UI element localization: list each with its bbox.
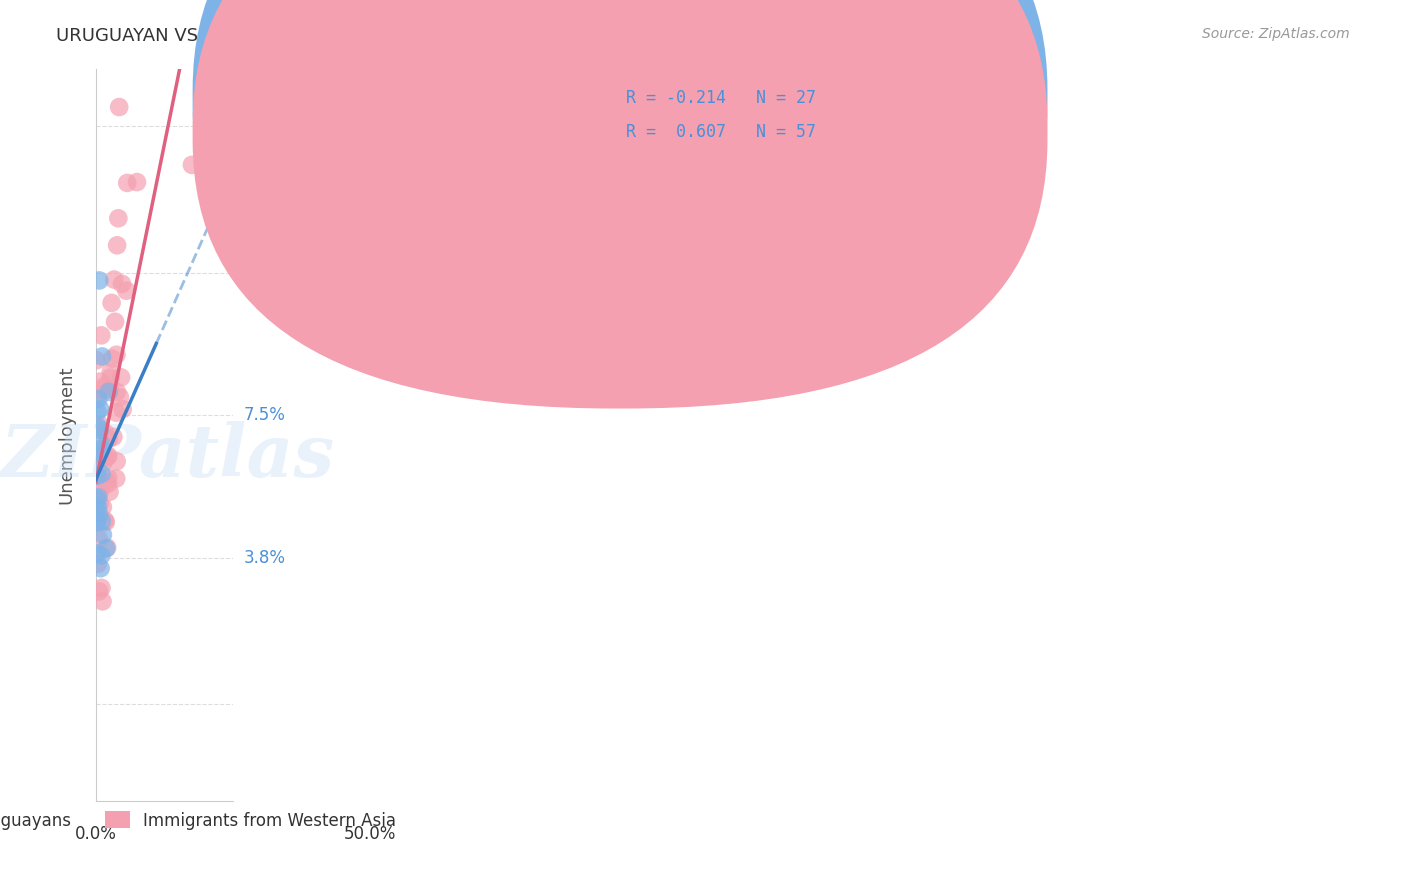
Text: R = -0.214   N = 27: R = -0.214 N = 27: [626, 89, 815, 107]
Point: [96, 541, 118, 555]
Point: [90, 581, 112, 595]
Point: [86, 557, 108, 571]
Point: [86, 516, 108, 530]
Point: [90, 436, 112, 450]
Point: [90, 467, 112, 481]
Point: [110, 370, 132, 384]
Point: [96, 541, 118, 556]
Point: [87, 500, 110, 514]
Point: [84, 501, 107, 516]
Text: 11.2%: 11.2%: [245, 264, 297, 282]
Point: [89, 442, 111, 457]
Point: [90, 561, 112, 575]
Point: [180, 158, 202, 172]
Point: [107, 211, 129, 226]
Text: 15.0%: 15.0%: [245, 118, 297, 136]
Point: [86, 468, 108, 483]
Point: [90, 515, 112, 529]
Legend: Uruguayans, Immigrants from Western Asia: Uruguayans, Immigrants from Western Asia: [0, 805, 402, 836]
Point: [91, 350, 114, 364]
Point: [104, 315, 127, 329]
Point: [105, 348, 128, 362]
Point: [89, 423, 111, 437]
Point: [86, 512, 108, 526]
Point: [105, 238, 128, 252]
Point: [87, 532, 110, 546]
Point: [105, 471, 128, 485]
Point: [103, 272, 125, 286]
Point: [125, 175, 148, 189]
Point: [90, 328, 112, 343]
Point: [101, 351, 124, 366]
Point: [89, 450, 111, 465]
Text: 3.8%: 3.8%: [245, 549, 285, 567]
Point: [98, 382, 121, 396]
Point: [86, 392, 108, 406]
Point: [91, 456, 114, 470]
Text: Source: ZipAtlas.com: Source: ZipAtlas.com: [1202, 27, 1350, 41]
Point: [89, 418, 111, 433]
Point: [103, 430, 125, 444]
Point: [105, 384, 128, 399]
Text: URUGUAYAN VS IMMIGRANTS FROM WESTERN ASIA UNEMPLOYMENT CORRELATION CHART: URUGUAYAN VS IMMIGRANTS FROM WESTERN ASI…: [56, 27, 875, 45]
Point: [94, 475, 117, 490]
Text: 0.0%: 0.0%: [75, 825, 117, 843]
Point: [100, 370, 122, 384]
Point: [100, 365, 122, 379]
Point: [111, 402, 134, 417]
Point: [97, 384, 120, 399]
Point: [87, 450, 110, 465]
Point: [90, 549, 112, 563]
Point: [87, 584, 110, 599]
Point: [91, 594, 114, 608]
Point: [87, 490, 110, 504]
Point: [108, 100, 131, 114]
Text: R =  0.607   N = 57: R = 0.607 N = 57: [626, 123, 815, 141]
Point: [111, 277, 134, 291]
Point: [105, 454, 128, 468]
Point: [97, 432, 120, 446]
Point: [97, 470, 120, 484]
Point: [86, 353, 108, 368]
Point: [94, 514, 117, 528]
Point: [89, 483, 111, 498]
Point: [86, 546, 108, 560]
Text: ZIPatlas: ZIPatlas: [0, 421, 335, 492]
Point: [105, 406, 128, 420]
Point: [90, 383, 112, 397]
Point: [87, 446, 110, 460]
Point: [108, 390, 131, 404]
Point: [89, 273, 111, 287]
Point: [89, 375, 111, 389]
Point: [98, 484, 121, 499]
Text: 7.5%: 7.5%: [245, 407, 285, 425]
Point: [89, 508, 111, 522]
Point: [94, 450, 117, 465]
Point: [86, 497, 108, 511]
Point: [90, 442, 112, 456]
Point: [89, 402, 111, 417]
Point: [94, 515, 117, 529]
Point: [91, 527, 114, 541]
Point: [89, 496, 111, 510]
Point: [86, 405, 108, 419]
Point: [115, 176, 138, 190]
Point: [87, 484, 110, 499]
Point: [97, 476, 120, 491]
Point: [115, 284, 138, 298]
Point: [91, 500, 114, 515]
Y-axis label: Unemployment: Unemployment: [58, 366, 75, 504]
Point: [93, 379, 115, 393]
Point: [94, 426, 117, 441]
Point: [86, 491, 108, 506]
Point: [84, 454, 107, 468]
Text: 50.0%: 50.0%: [343, 825, 396, 843]
Point: [87, 420, 110, 434]
Point: [96, 450, 118, 464]
Point: [87, 392, 110, 406]
Point: [97, 449, 120, 463]
Point: [100, 296, 122, 310]
